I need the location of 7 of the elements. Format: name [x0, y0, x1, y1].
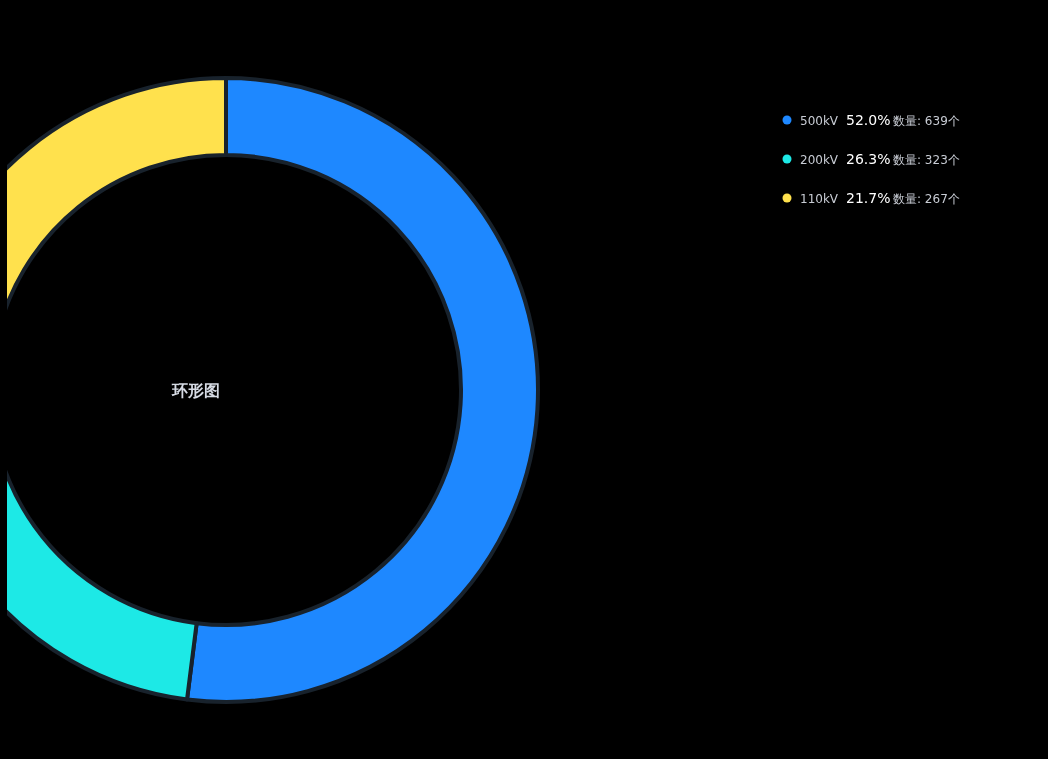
data-label: 21.7% 数量: 267个: [846, 190, 960, 206]
legend-label: 200kV: [800, 152, 839, 167]
text: 环形图: [171, 381, 220, 400]
data-label: 26.3% 数量: 323个: [846, 151, 960, 167]
data-label: 52.0% 数量: 639个: [846, 112, 960, 128]
legend-label: 500kV: [800, 113, 839, 128]
legend-label: 110kV: [800, 191, 839, 206]
